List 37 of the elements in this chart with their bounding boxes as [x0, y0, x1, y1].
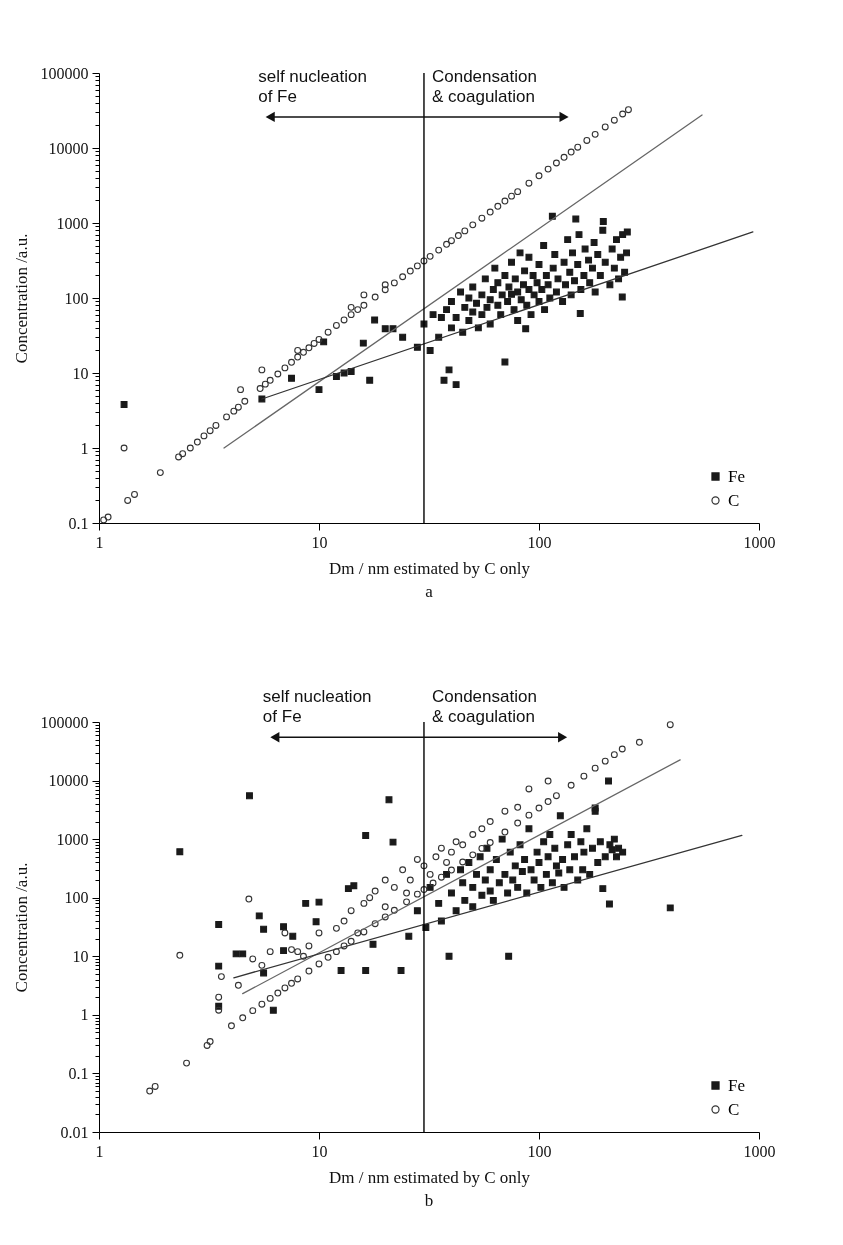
- x-axis-title: Dm / nm estimated by C only: [328, 558, 531, 578]
- x-tick-label: 10: [311, 1142, 328, 1160]
- legend-label: C: [728, 1099, 740, 1119]
- text: b: [424, 1191, 434, 1210]
- y-tick-label: 100000: [40, 713, 89, 731]
- y-axis-title: Concentration /a.u.: [11, 233, 31, 364]
- y-tick-label: 100: [64, 889, 89, 907]
- y-tick-label: 10: [72, 364, 89, 382]
- annotation: self nucleation of Fe: [262, 687, 372, 727]
- x-tick-label: 1000: [743, 533, 776, 551]
- annotation: Condensation & coagulation: [431, 66, 537, 106]
- y-tick-label: 100000: [40, 64, 89, 82]
- y-tick-label: 1: [80, 1006, 89, 1024]
- y-tick-label: 1: [80, 439, 89, 457]
- y-axis-title: Concentration /a.u.: [11, 862, 31, 993]
- x-tick-label: 10: [311, 533, 328, 551]
- y-tick-label: 1000: [56, 830, 89, 848]
- y-tick-label: 10000: [48, 139, 89, 157]
- y-tick-label: 0.1: [68, 514, 89, 532]
- annotation: self nucleation of Fe: [258, 66, 367, 106]
- x-tick-label: 1: [95, 533, 104, 551]
- y-tick-label: 10000: [48, 772, 89, 790]
- y-tick-label: 0.1: [68, 1064, 89, 1082]
- y-tick-label: 10: [72, 947, 89, 965]
- legend-label: C: [728, 490, 740, 510]
- y-tick-label: 0.01: [60, 1123, 89, 1141]
- legend-label: Fe: [728, 466, 745, 486]
- y-tick-label: 100: [64, 289, 89, 307]
- x-axis-title: Dm / nm estimated by C only: [328, 1167, 531, 1187]
- annotation: Condensation & coagulation: [431, 687, 537, 727]
- x-tick-label: 1000: [743, 1142, 776, 1160]
- legend-label: Fe: [728, 1075, 745, 1095]
- x-tick-label: 100: [527, 1142, 552, 1160]
- x-tick-label: 100: [527, 533, 552, 551]
- text: a: [425, 582, 434, 601]
- x-tick-label: 1: [95, 1142, 104, 1160]
- y-tick-label: 1000: [56, 214, 89, 232]
